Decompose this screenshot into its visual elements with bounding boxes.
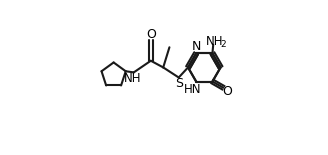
Text: O: O	[222, 85, 232, 98]
Text: O: O	[146, 28, 156, 41]
Text: S: S	[175, 77, 183, 90]
Text: HN: HN	[184, 83, 201, 96]
Text: N: N	[192, 40, 201, 53]
Text: NH: NH	[123, 72, 141, 85]
Text: 2: 2	[220, 40, 226, 49]
Text: NH: NH	[206, 35, 223, 48]
